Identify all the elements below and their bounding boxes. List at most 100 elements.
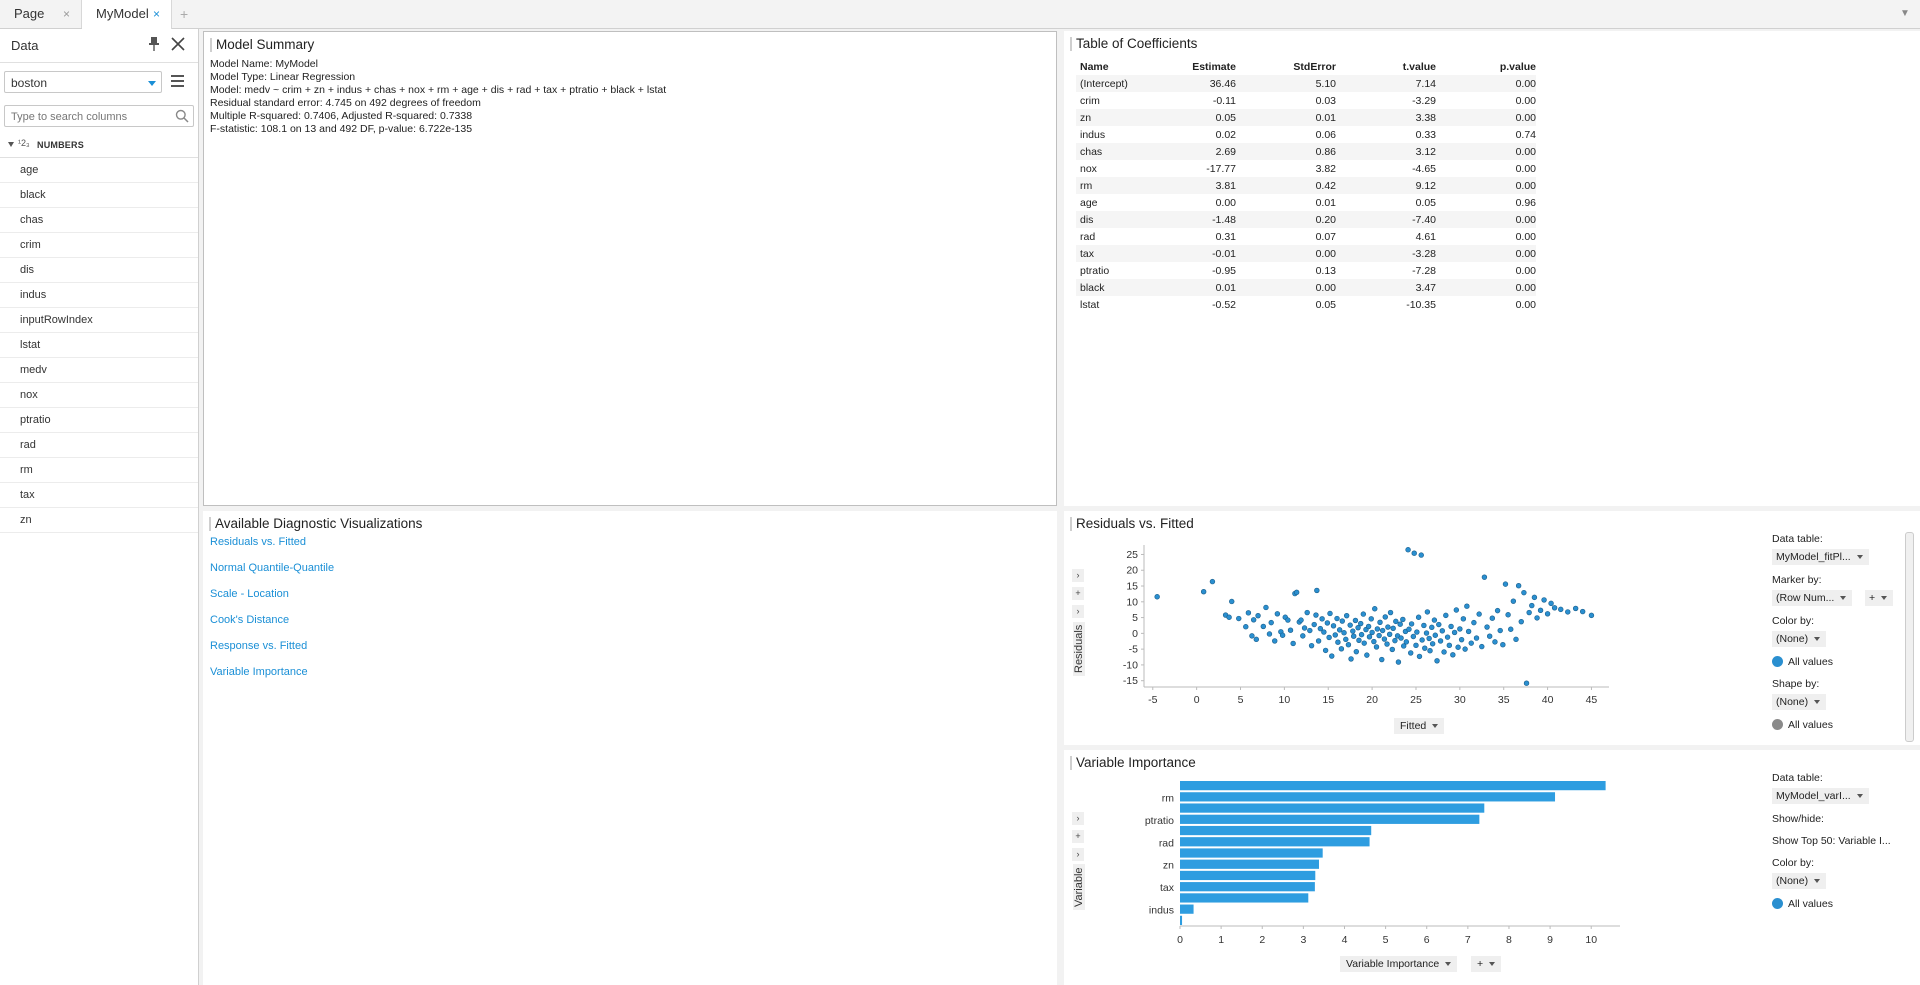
scatter-point[interactable]: [1373, 644, 1380, 650]
scatter-point[interactable]: [1379, 656, 1385, 663]
scatter-point[interactable]: [1243, 624, 1249, 630]
scatter-point[interactable]: [1329, 653, 1335, 659]
scatter-point[interactable]: [1408, 650, 1414, 656]
scatter-point[interactable]: [1335, 639, 1341, 645]
table-row[interactable]: ptratio -0.95 0.13 -7.28 0.00: [1076, 262, 1536, 279]
marker-by-select[interactable]: (Row Num...: [1772, 590, 1853, 606]
add-tab-button[interactable]: +: [180, 6, 189, 22]
dataset-select[interactable]: boston: [4, 71, 162, 93]
expand-arrow-icon[interactable]: ›: [1072, 569, 1084, 582]
scatter-point[interactable]: [1313, 612, 1319, 618]
table-row[interactable]: lstat -0.52 0.05 -10.35 0.00: [1076, 296, 1536, 313]
expand-arrow-icon[interactable]: ›: [1072, 605, 1084, 618]
scatter-point[interactable]: [1321, 629, 1327, 635]
scatter-point[interactable]: [1379, 627, 1386, 634]
color-by-select[interactable]: (None): [1772, 873, 1827, 889]
scatter-point[interactable]: [1451, 629, 1458, 636]
scatter-point[interactable]: [1268, 619, 1274, 626]
scatter-point[interactable]: [1421, 622, 1427, 629]
scatter-point[interactable]: [1315, 638, 1322, 644]
scatter-point[interactable]: [1521, 589, 1527, 596]
scatter-point[interactable]: [1531, 594, 1538, 601]
scatter-point[interactable]: [1336, 627, 1343, 633]
scatter-point[interactable]: [1266, 631, 1273, 637]
data-table-select[interactable]: MyModel_varI...: [1772, 788, 1869, 804]
scatter-point[interactable]: [1436, 621, 1442, 628]
scatter-point[interactable]: [1476, 611, 1482, 617]
scatter-point[interactable]: [1200, 589, 1207, 595]
scatter-point[interactable]: [1558, 606, 1564, 613]
scatter-point[interactable]: [1372, 606, 1378, 612]
scatter-point[interactable]: [1429, 624, 1435, 631]
scatter-point[interactable]: [1460, 616, 1467, 622]
column-header[interactable]: t.value: [1402, 61, 1436, 73]
scatter-point[interactable]: [1481, 574, 1488, 580]
scatter-point[interactable]: [1255, 612, 1261, 619]
scatter-point[interactable]: [1376, 632, 1382, 639]
variable-importance-bar-chart[interactable]: 0 1 2 3 4 5 6 7 8 9 10 rm ptratio rad zn tax indus: [1104, 776, 1624, 946]
column-list-item[interactable]: inputRowIndex: [0, 308, 198, 333]
scatter-point[interactable]: [1439, 628, 1446, 634]
scatter-point[interactable]: [1424, 609, 1431, 615]
scatter-point[interactable]: [1377, 619, 1383, 626]
column-list-item[interactable]: rm: [0, 458, 198, 483]
scatter-point[interactable]: [1249, 633, 1255, 639]
diagnostic-link[interactable]: Cook's Distance: [210, 614, 290, 626]
table-row[interactable]: dis -1.48 0.20 -7.40 0.00: [1076, 211, 1536, 228]
scatter-point[interactable]: [1381, 636, 1388, 642]
scatter-point[interactable]: [1429, 641, 1436, 647]
scatter-point[interactable]: [1403, 639, 1410, 645]
scatter-point[interactable]: [1432, 632, 1438, 638]
table-row[interactable]: tax -0.01 0.00 -3.28 0.00: [1076, 245, 1536, 262]
scatter-point[interactable]: [1508, 626, 1514, 632]
scatter-point[interactable]: [1307, 627, 1313, 634]
scatter-point[interactable]: [1405, 547, 1411, 553]
bar[interactable]: [1180, 882, 1315, 892]
scatter-point[interactable]: [1400, 643, 1407, 649]
scatter-point[interactable]: [1293, 589, 1300, 596]
column-list-item[interactable]: zn: [0, 508, 198, 533]
show-hide-value[interactable]: Show Top 50: Variable I...: [1772, 835, 1891, 847]
bar[interactable]: [1180, 870, 1316, 881]
scatter-point[interactable]: [1327, 610, 1333, 617]
legend-scrollbar[interactable]: [1905, 532, 1914, 742]
scatter-point[interactable]: [1500, 642, 1506, 648]
scatter-point[interactable]: [1457, 626, 1463, 632]
diagnostic-link[interactable]: Scale - Location: [210, 588, 289, 600]
scatter-point[interactable]: [1326, 634, 1332, 641]
scatter-point[interactable]: [1274, 611, 1281, 617]
scatter-point[interactable]: [1529, 602, 1535, 609]
scatter-point[interactable]: [1471, 619, 1477, 626]
scatter-point[interactable]: [1352, 617, 1359, 624]
column-list-item[interactable]: rad: [0, 433, 198, 458]
legend-item[interactable]: All values: [1772, 656, 1833, 668]
bar[interactable]: [1180, 781, 1606, 791]
scatter-point[interactable]: [1322, 647, 1329, 654]
scatter-point[interactable]: [1443, 612, 1449, 619]
scatter-point[interactable]: [1408, 621, 1415, 627]
bar[interactable]: [1180, 848, 1323, 858]
scatter-point[interactable]: [1311, 621, 1317, 628]
column-list-item[interactable]: lstat: [0, 333, 198, 358]
scatter-point[interactable]: [1453, 607, 1460, 613]
column-list-item[interactable]: nox: [0, 383, 198, 408]
bar[interactable]: [1180, 792, 1556, 802]
scatter-point[interactable]: [1513, 636, 1519, 643]
scatter-point[interactable]: [1393, 618, 1399, 625]
scatter-point[interactable]: [1484, 624, 1490, 630]
scatter-point[interactable]: [1565, 609, 1571, 615]
scatter-point[interactable]: [1285, 617, 1291, 623]
scatter-point[interactable]: [1572, 605, 1579, 612]
scatter-point[interactable]: [1308, 642, 1315, 649]
scatter-point[interactable]: [1390, 625, 1396, 632]
scatter-point[interactable]: [1317, 625, 1324, 632]
scatter-point[interactable]: [1450, 652, 1456, 658]
scatter-point[interactable]: [1350, 628, 1356, 634]
column-header[interactable]: Name: [1080, 61, 1109, 73]
scatter-point[interactable]: [1236, 615, 1242, 622]
scatter-point[interactable]: [1319, 616, 1325, 622]
scatter-point[interactable]: [1479, 643, 1485, 650]
close-icon[interactable]: [171, 37, 185, 51]
menu-icon[interactable]: [171, 75, 184, 87]
table-row[interactable]: rad 0.31 0.07 4.61 0.00: [1076, 228, 1536, 245]
